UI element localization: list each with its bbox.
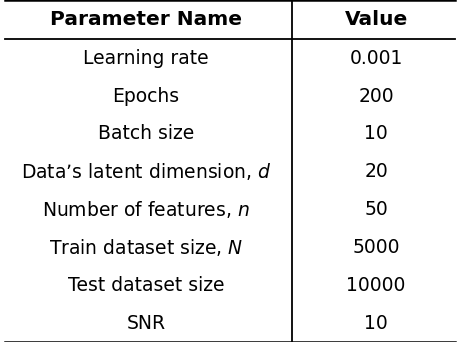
- Text: 10000: 10000: [346, 276, 405, 295]
- Text: 50: 50: [364, 200, 387, 219]
- Text: 20: 20: [364, 162, 387, 181]
- Text: Train dataset size, $N$: Train dataset size, $N$: [49, 237, 243, 258]
- Text: Learning rate: Learning rate: [83, 49, 208, 68]
- Text: SNR: SNR: [126, 314, 165, 332]
- Text: Batch size: Batch size: [98, 124, 194, 143]
- Text: Data’s latent dimension, $d$: Data’s latent dimension, $d$: [21, 161, 271, 182]
- Text: Value: Value: [344, 10, 407, 29]
- Text: 0.001: 0.001: [348, 49, 402, 68]
- Text: Number of features, $n$: Number of features, $n$: [42, 199, 249, 220]
- Text: Test dataset size: Test dataset size: [67, 276, 224, 295]
- Text: Epochs: Epochs: [112, 87, 179, 106]
- Text: 10: 10: [364, 314, 387, 332]
- Text: 5000: 5000: [352, 238, 399, 257]
- Text: 10: 10: [364, 124, 387, 143]
- Text: 200: 200: [358, 87, 393, 106]
- Text: Parameter Name: Parameter Name: [50, 10, 241, 29]
